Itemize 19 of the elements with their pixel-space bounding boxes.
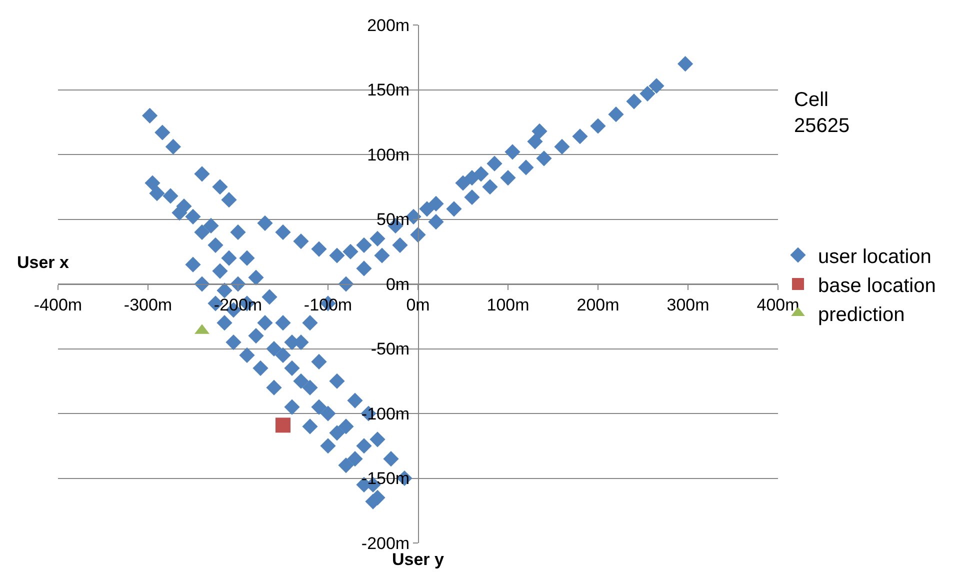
text: Cell 25625 [794,89,850,137]
x-tick-label: 0m [406,295,430,314]
y-tick-label: 0m [386,274,410,294]
x-tick-label: 200m [576,295,620,314]
y-tick-label: -50m [370,340,410,359]
x-tick-label: -400m [34,295,82,314]
y-axis-title: User x [17,253,70,272]
x-axis-title: User y [392,550,445,569]
x-tick-label: 300m [666,295,710,314]
x-tick-label: 400m [756,295,800,314]
legend-label: prediction [818,304,905,326]
y-tick-label: -200m [361,534,410,553]
legend-label: base location [818,274,936,297]
y-tick-label: 150m [367,80,410,100]
y-tick-label: 100m [367,145,410,164]
x-tick-label: 100m [486,295,530,314]
legend-label: user location [818,246,932,268]
x-tick-label: -300m [124,295,172,314]
y-tick-label: 200m [367,16,410,35]
